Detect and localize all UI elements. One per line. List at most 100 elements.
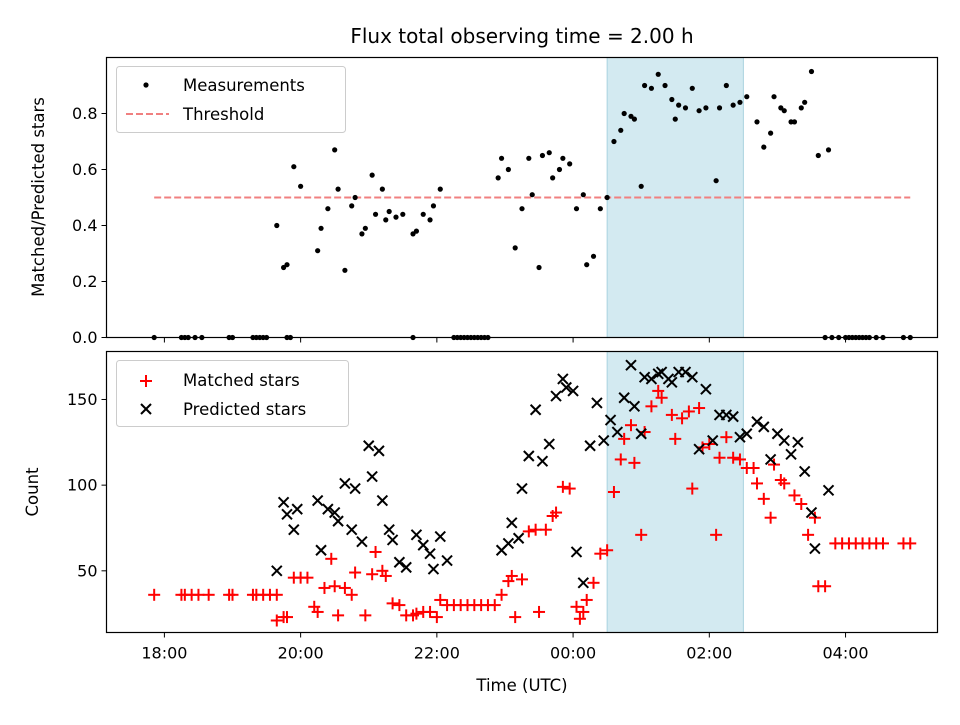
predicted-stars-point [764, 453, 777, 466]
predicted-stars-point [598, 434, 610, 447]
matched-stars-point [768, 458, 781, 471]
measurement-point [573, 206, 580, 212]
predicted-stars-point [277, 496, 290, 508]
matched-stars-point [747, 462, 760, 475]
measurement-point [386, 208, 392, 215]
measurement-point [359, 231, 365, 237]
matched-stars-point [750, 477, 763, 490]
matched-stars-point [338, 581, 351, 594]
measurement-point [584, 262, 590, 268]
predicted-stars-point [529, 404, 542, 416]
predicted-stars-point [516, 482, 528, 495]
predicted-stars-point [822, 484, 835, 496]
matched-stars-point [624, 419, 637, 432]
predicted-stars-point [386, 534, 399, 546]
measurement-point [529, 192, 535, 198]
matched-stars-point [325, 552, 338, 565]
matched-stars-point [192, 588, 205, 601]
matched-stars-point [788, 489, 801, 502]
measurement-point [342, 267, 348, 273]
matched-stars-point [652, 384, 665, 397]
predicted-stars-point [805, 506, 818, 519]
predicted-stars-point [734, 431, 746, 443]
matched-stars-point [573, 612, 586, 625]
matched-stars-point [522, 525, 535, 538]
measurement-point [291, 164, 297, 170]
matched-stars-point [710, 528, 723, 541]
matched-stars-point [577, 605, 590, 618]
ratio-y-axis-label: Matched/Predicted stars [29, 97, 48, 297]
measurement-point [590, 253, 597, 259]
matched-stars-point [587, 576, 600, 589]
measurement-point [689, 85, 695, 91]
predicted-stars-point [652, 368, 664, 380]
measurement-point [335, 186, 341, 192]
matched-stars-point [727, 451, 740, 464]
y-tick-label: 100 [67, 476, 98, 495]
y-tick-label: 0.8 [72, 104, 97, 123]
predicted-stars-point [356, 535, 368, 548]
measurement-point [512, 245, 518, 251]
matched-stars-point [594, 547, 607, 560]
predicted-stars-point [410, 529, 423, 541]
chart-title: Flux total observing time = 2.00 h [350, 24, 693, 48]
matched-stars-point [682, 405, 695, 418]
predicted-stars-point [792, 436, 804, 449]
measurement-point [393, 214, 399, 220]
measurement-point [560, 155, 566, 161]
x-tick-label: 18:00 [141, 644, 187, 663]
matched-stars-point [713, 451, 726, 464]
legend-threshold-label: Threshold [182, 105, 264, 124]
x-tick-label: 04:00 [822, 644, 868, 663]
matched-stars-point [614, 453, 627, 466]
ratio-panel: Flux total observing time = 2.00 h 0.0 0.… [29, 24, 939, 347]
matched-stars-point [563, 482, 576, 495]
predicted-stars-point [751, 416, 763, 428]
measurement-point [798, 105, 804, 111]
predicted-stars-point [567, 385, 579, 397]
measurement-point [400, 211, 406, 217]
legend-predicted-marker [140, 403, 152, 415]
counts-legend: Matched stars Predicted stars [116, 360, 349, 427]
measurement-point [802, 99, 808, 105]
matched-stars-point [539, 523, 552, 536]
measurement-point [567, 161, 573, 167]
predicted-stars-point [591, 397, 603, 409]
matched-stars-point [529, 523, 542, 536]
matched-stars-point [345, 588, 358, 601]
matched-stars-point [580, 593, 593, 606]
predicted-stars-point [328, 506, 341, 519]
matched-stars-point [430, 611, 443, 624]
matched-stars-point [764, 511, 777, 524]
measurement-point [825, 147, 832, 153]
predicted-stars-point [400, 561, 412, 574]
measurement-point [437, 186, 443, 192]
matched-stars-point [607, 486, 620, 498]
measurement-point [669, 96, 675, 103]
predicted-stars-point [332, 515, 344, 527]
matched-stars-point [665, 408, 678, 421]
counts-legend-box [116, 360, 349, 427]
matched-stars-point [434, 593, 447, 606]
predicted-stars-point [557, 373, 569, 385]
measurement-point [284, 262, 290, 268]
measurement-point [298, 183, 304, 189]
predicted-stars-point [366, 470, 378, 483]
predicted-stars-point [798, 465, 811, 478]
matched-stars-point [202, 588, 215, 601]
measurement-point [318, 225, 324, 231]
y-tick-label: 0.4 [72, 216, 97, 235]
legend-predicted-label: Predicted stars [183, 400, 306, 419]
matched-stars-point [819, 580, 832, 593]
predicted-stars-point [376, 494, 389, 507]
measurement-point [642, 82, 648, 89]
measurement-point [372, 211, 379, 217]
matched-stars-point [509, 611, 522, 624]
predicted-stars-point [741, 428, 753, 440]
matched-stars-point [556, 480, 569, 493]
predicted-stars-point [584, 440, 596, 452]
measurement-point [730, 102, 736, 108]
matched-stars-point [669, 432, 682, 445]
y-tick-label: 0.0 [72, 328, 97, 347]
predicted-stars-point [536, 455, 549, 467]
